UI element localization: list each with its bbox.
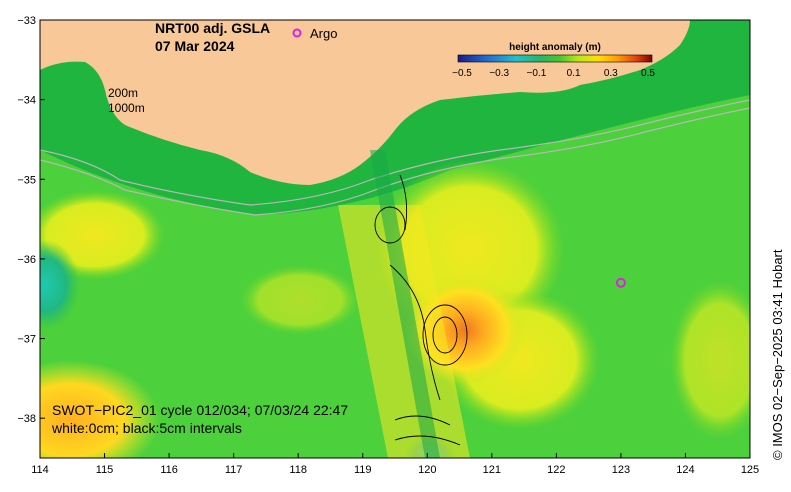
x-tick-label: 116: [160, 464, 178, 476]
y-axis: −33 −34 −35 −36 −37 −38: [17, 15, 45, 425]
x-tick-label: 124: [676, 464, 694, 476]
isobath-200m: [40, 99, 750, 206]
x-tick-label: 122: [547, 464, 565, 476]
x-tick-label: 114: [31, 464, 49, 476]
colorbar-tick-label: −0.5: [452, 68, 472, 79]
argo-legend-label: Argo: [310, 26, 337, 41]
x-tick-label: 117: [225, 464, 243, 476]
colorbar-tick-label: 0.5: [641, 68, 655, 79]
swot-info-line2: white:0cm; black:5cm intervals: [51, 420, 242, 436]
anomaly-yellow-east: [670, 280, 750, 440]
colorbar-tick-label: −0.1: [527, 68, 547, 79]
anomaly-orange-southwest: [40, 360, 160, 458]
anomaly-yellow-mid: [240, 265, 360, 335]
y-tick-label: −33: [17, 15, 36, 27]
x-tick-label: 119: [354, 464, 372, 476]
y-tick-label: −35: [17, 174, 36, 186]
colorbar-tick-label: −0.3: [489, 68, 509, 79]
isobath-label-200m: 200m: [108, 86, 138, 100]
isobath-1000m: [40, 107, 750, 216]
contours-5cm: [374, 174, 468, 446]
x-tick-label: 123: [612, 464, 630, 476]
plot-frame: [39, 19, 751, 459]
swot-info-line1: SWOT−PIC2_01 cycle 012/034; 07/03/24 22:…: [52, 402, 348, 418]
map-title-line1: NRT00 adj. GSLA: [155, 20, 270, 36]
colorbar: [457, 54, 653, 63]
credit-text: © IMOS 02−Sep−2025 03:41 Hobart: [770, 249, 785, 460]
colorbar-tick-label: 0.3: [604, 68, 618, 79]
y-tick-label: −37: [17, 334, 36, 346]
argo-float-marker: [615, 277, 626, 288]
x-tick-label: 121: [483, 464, 501, 476]
y-tick-label: −34: [17, 95, 36, 107]
colorbar-tick-label: 0.1: [567, 68, 581, 79]
argo-legend-icon: [292, 28, 302, 38]
isobath-label-1000m: 1000m: [108, 101, 145, 115]
x-tick-label: 115: [96, 464, 114, 476]
colorbar-title: height anomaly (m): [509, 42, 601, 53]
x-tick-label: 125: [741, 464, 759, 476]
y-tick-label: −38: [17, 413, 36, 425]
map-title-line2: 07 Mar 2024: [155, 38, 235, 54]
swot-nadir-gap: [370, 150, 440, 458]
cold-eddy-west: [40, 240, 80, 330]
x-tick-label: 118: [289, 464, 307, 476]
y-tick-label: −36: [17, 254, 36, 266]
x-axis: 114 115 116 117 118 119 120 121 122 123 124 125: [31, 453, 759, 476]
colorbar-ticks: −0.5 −0.3 −0.1 0.1 0.3 0.5: [452, 68, 655, 79]
x-tick-label: 120: [418, 464, 436, 476]
